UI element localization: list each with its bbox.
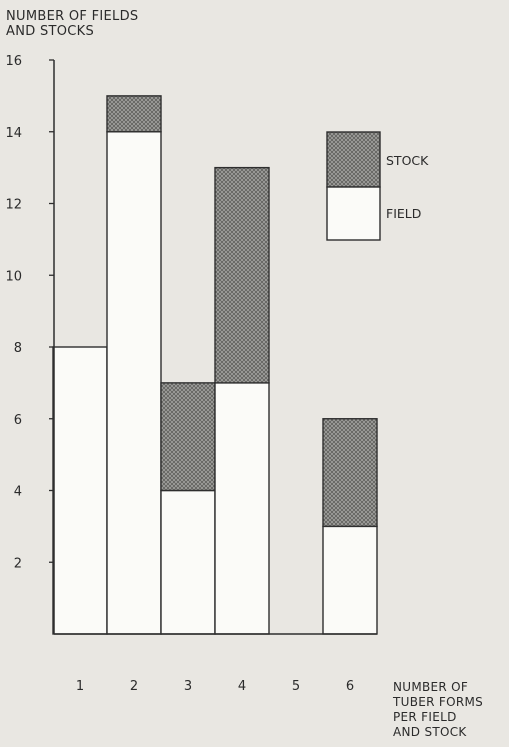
y-axis-title-line: AND STOCKS bbox=[6, 24, 95, 39]
legend-swatch-stock bbox=[326, 131, 381, 188]
legend: STOCK FIELD bbox=[326, 131, 429, 241]
legend-swatch-field bbox=[326, 186, 381, 241]
y-tick-label-2: 2 bbox=[14, 556, 22, 571]
x-tick-label-6: 6 bbox=[346, 679, 354, 694]
x-axis-title-line: PER FIELD bbox=[393, 710, 457, 724]
bar-field-6 bbox=[322, 525, 378, 635]
x-tick-label-1: 1 bbox=[76, 679, 84, 694]
y-axis-title: NUMBER OF FIELDS AND STOCKS bbox=[6, 9, 138, 39]
y-tick-label-8: 8 bbox=[14, 341, 22, 356]
y-tick-label-4: 4 bbox=[14, 485, 22, 500]
y-tick-label-14: 14 bbox=[5, 126, 22, 141]
bar-field-4 bbox=[214, 382, 270, 635]
x-axis-title-line: NUMBER OF bbox=[393, 680, 469, 694]
x-axis-title-line: TUBER FORMS bbox=[393, 695, 484, 709]
legend-label-stock: STOCK bbox=[386, 153, 429, 168]
x-tick-label-2: 2 bbox=[130, 679, 138, 694]
y-tick-label-12: 12 bbox=[5, 198, 22, 213]
bar-stock-2 bbox=[106, 95, 162, 133]
bar-field-2 bbox=[106, 131, 162, 635]
bars-layer bbox=[52, 95, 378, 635]
x-tick-label-5: 5 bbox=[292, 679, 300, 694]
legend-label-field: FIELD bbox=[386, 206, 421, 221]
y-tick-label-16: 16 bbox=[5, 54, 22, 69]
x-tick-label-3: 3 bbox=[184, 679, 192, 694]
y-axis-title-line: NUMBER OF FIELDS bbox=[6, 9, 139, 24]
bar-field-1 bbox=[52, 346, 108, 635]
bar-stock-3 bbox=[160, 382, 216, 492]
bar-stock-6 bbox=[322, 418, 378, 528]
y-tick-label-10: 10 bbox=[5, 269, 22, 284]
bar-stock-4 bbox=[214, 166, 270, 384]
x-axis-title-line: AND STOCK bbox=[393, 725, 467, 739]
x-axis-title: NUMBER OF TUBER FORMS PER FIELD AND STOC… bbox=[393, 680, 483, 740]
y-tick-label-6: 6 bbox=[14, 413, 22, 428]
x-tick-label-4: 4 bbox=[238, 679, 246, 694]
bar-field-3 bbox=[160, 489, 216, 635]
